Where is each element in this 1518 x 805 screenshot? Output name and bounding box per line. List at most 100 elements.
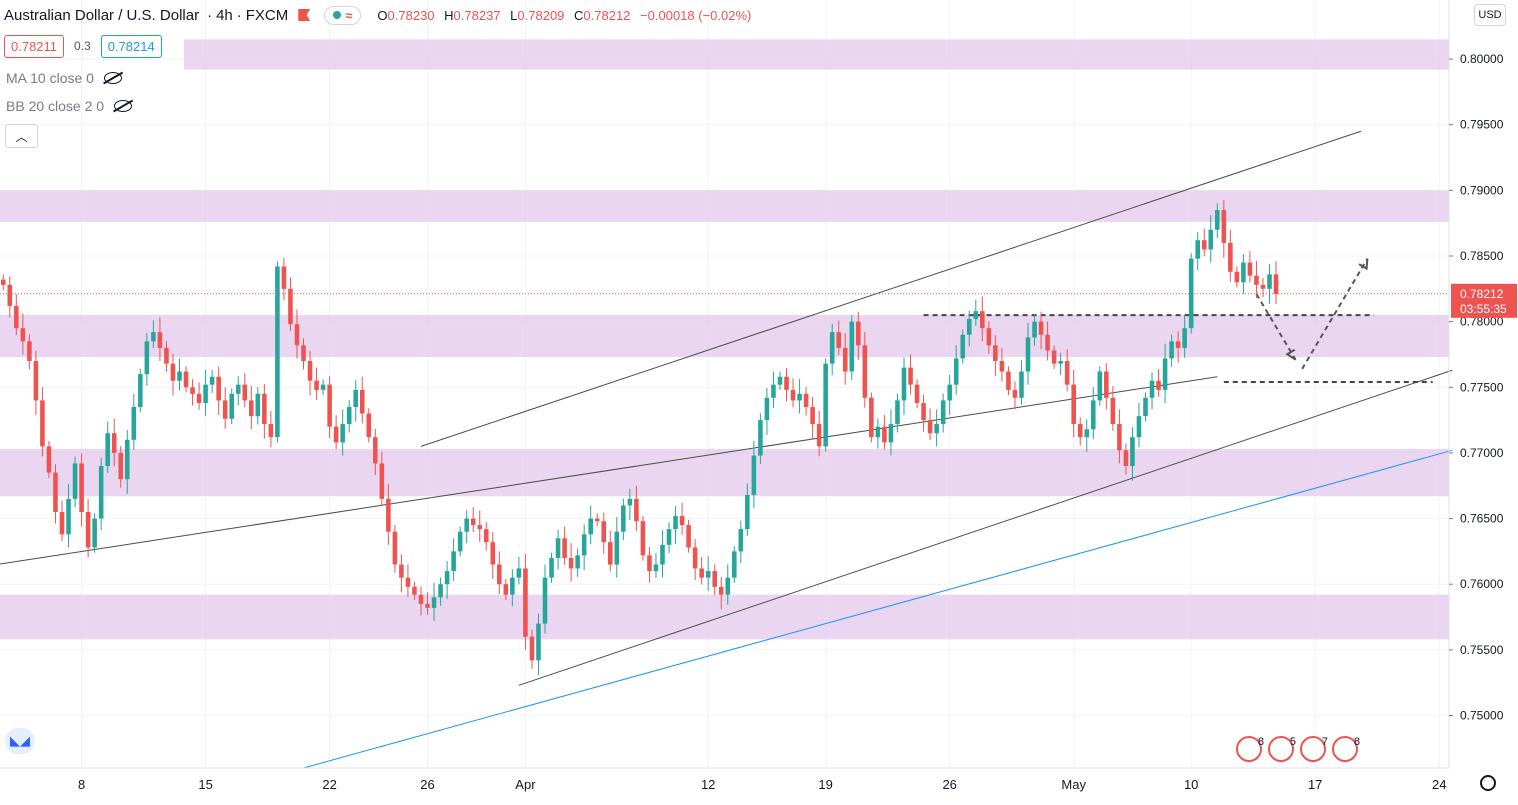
symbol-title[interactable]: Australian Dollar / U.S. Dollar: [4, 6, 200, 24]
candle-body: [14, 305, 19, 329]
candle-body: [960, 334, 966, 359]
event-count: 8: [1257, 736, 1264, 748]
candle-body: [255, 393, 261, 417]
candle-body: [405, 577, 411, 587]
candle-body: [562, 538, 567, 558]
candle-body: [340, 424, 345, 443]
eye-hidden-icon[interactable]: [114, 100, 133, 112]
tradingview-logo-icon[interactable]: ◣◢: [5, 728, 35, 754]
indicator-bb[interactable]: BB 20 close 2 0: [6, 98, 133, 114]
candle-body: [1110, 397, 1116, 425]
candle-body: [679, 515, 685, 526]
candle-body: [235, 384, 241, 394]
economic-events: 8 5 7 8: [1236, 736, 1360, 762]
candle-body: [483, 529, 489, 543]
candle-body: [921, 403, 926, 421]
candle-body: [59, 512, 65, 535]
event-flag-icon[interactable]: 8: [1236, 736, 1264, 762]
candle-body: [1234, 271, 1240, 283]
projection-arrow-up: [1301, 258, 1369, 370]
candle-body: [0, 279, 6, 285]
candle-body: [999, 361, 1005, 372]
candle-body: [203, 384, 208, 404]
candle-body: [1136, 416, 1142, 438]
market-open-dot-icon: [333, 11, 342, 19]
x-tick-label: 10: [1184, 777, 1198, 792]
close-label: C: [574, 7, 584, 23]
event-flag-icon[interactable]: 5: [1268, 736, 1296, 762]
candle-body: [1215, 210, 1220, 230]
candle-body: [444, 571, 450, 585]
candle-body: [966, 319, 972, 335]
event-count: 7: [1321, 736, 1328, 748]
candle-body: [111, 433, 117, 453]
candle-body: [575, 555, 580, 569]
candle-body: [249, 400, 254, 417]
candle-body: [581, 534, 587, 556]
candle-body: [699, 568, 704, 578]
blue-trend-line: [303, 449, 1453, 769]
candle-body: [85, 512, 91, 548]
indicator-ma[interactable]: MA 10 close 0: [6, 70, 122, 86]
candle-body: [333, 426, 339, 443]
flag-icon[interactable]: [298, 9, 311, 21]
candle-body: [1143, 397, 1148, 417]
open-label: O: [377, 7, 388, 23]
candle-body: [425, 603, 430, 608]
candle-body: [947, 384, 952, 401]
last-price-badge: [1451, 283, 1517, 318]
candle-body: [705, 571, 711, 578]
candle-body: [399, 564, 404, 578]
lower-channel-line: [0, 376, 1218, 565]
candle-body: [27, 341, 32, 362]
candle-body: [294, 324, 300, 346]
eye-hidden-icon[interactable]: [103, 72, 122, 84]
candle-body: [901, 367, 907, 401]
gear-icon[interactable]: [1480, 775, 1496, 791]
candle-body: [1071, 384, 1076, 425]
candle-body: [451, 551, 456, 572]
candle-body: [392, 531, 398, 565]
buy-button[interactable]: 0.78214: [100, 34, 162, 58]
candle-body: [262, 393, 267, 425]
event-flag-icon[interactable]: 7: [1300, 736, 1328, 762]
candle-body: [640, 521, 646, 556]
x-tick-label: 22: [322, 777, 336, 792]
candle-body: [79, 463, 84, 512]
sell-button[interactable]: 0.78211: [4, 34, 65, 58]
change-value: −0.00018 (−0.02%): [640, 7, 752, 23]
candle-body: [1064, 361, 1070, 385]
collapse-legend-button[interactable]: ︿: [5, 124, 38, 148]
candle-body: [771, 384, 776, 398]
candle-body: [510, 577, 515, 595]
candle-body: [222, 400, 228, 419]
candle-body: [986, 328, 992, 346]
candle-body: [288, 288, 293, 325]
y-tick-label: 0.75000: [1460, 708, 1504, 722]
candle-body: [190, 387, 195, 394]
candle-body: [542, 577, 548, 624]
candle-body: [810, 406, 815, 425]
interval-label[interactable]: 4h: [216, 6, 233, 24]
currency-button[interactable]: USD: [1474, 4, 1506, 26]
candle-body: [908, 367, 913, 385]
y-tick-label: 0.77500: [1460, 380, 1504, 394]
price-zone: [184, 39, 1449, 70]
x-tick-label: 19: [818, 777, 832, 792]
market-status-pill[interactable]: ≈: [324, 5, 362, 25]
candle-body: [745, 494, 750, 530]
candle-body: [314, 380, 319, 390]
event-flag-icon[interactable]: 8: [1332, 736, 1360, 762]
high-label: H: [444, 7, 454, 23]
candle-body: [346, 406, 352, 425]
candle-body: [1228, 242, 1233, 272]
candle-body: [1019, 371, 1024, 398]
candle-body: [1130, 437, 1135, 467]
x-tick-label: 12: [701, 777, 715, 792]
projection-arrow-down: [1255, 293, 1297, 361]
interval-sep: ·: [207, 6, 213, 24]
candle-body: [856, 321, 861, 346]
indicator-bb-label: BB 20 close 2 0: [6, 98, 105, 114]
